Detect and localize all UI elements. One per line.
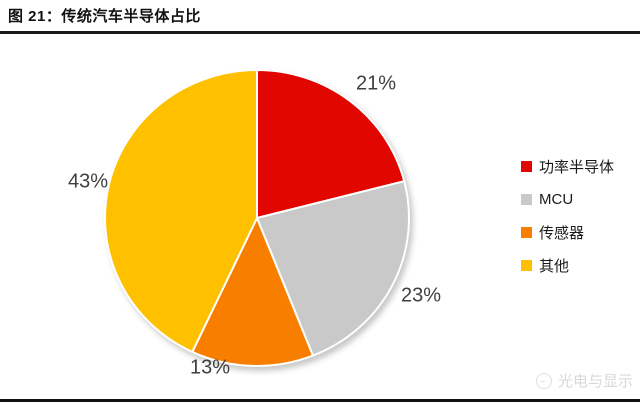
legend-item-power-semiconductor: 功率半导体 bbox=[521, 156, 614, 176]
pie-slice-传感器 bbox=[191, 217, 314, 367]
pie-percent-label-other: 43% bbox=[67, 170, 109, 193]
legend-item-label: 其他 bbox=[539, 257, 570, 275]
title-underline bbox=[0, 31, 640, 34]
pie-slice-MCU bbox=[256, 180, 410, 357]
legend-item-label: 传感器 bbox=[539, 224, 585, 242]
bottom-divider bbox=[0, 399, 640, 402]
chart-legend: 功率半导体 MCU 传感器 其他 bbox=[521, 156, 614, 288]
legend-item-sensor: 传感器 bbox=[521, 222, 614, 242]
legend-item-label: 功率半导体 bbox=[539, 158, 615, 176]
pie-percent-label-sensor: 13% bbox=[189, 356, 231, 379]
legend-item-label: MCU bbox=[539, 190, 574, 208]
legend-color-swatch bbox=[521, 226, 532, 238]
watermark-text: 光电与显示 bbox=[557, 373, 633, 390]
legend-color-swatch bbox=[521, 160, 532, 172]
pie-slice-功率半导体 bbox=[256, 69, 406, 219]
pie-percent-label-power-semiconductor: 21% bbox=[355, 72, 397, 95]
watermark: 光电与显示 bbox=[535, 370, 633, 391]
legend-item-other: 其他 bbox=[521, 255, 614, 275]
legend-color-swatch bbox=[521, 259, 532, 271]
page-title: 图 21：传统汽车半导体占比 bbox=[8, 8, 201, 25]
legend-item-mcu: MCU bbox=[521, 189, 614, 209]
pie-percent-label-mcu: 23% bbox=[400, 284, 442, 307]
legend-color-swatch bbox=[521, 193, 532, 205]
wechat-account-logo-icon bbox=[535, 372, 552, 389]
pie-slice-其他 bbox=[104, 69, 258, 353]
